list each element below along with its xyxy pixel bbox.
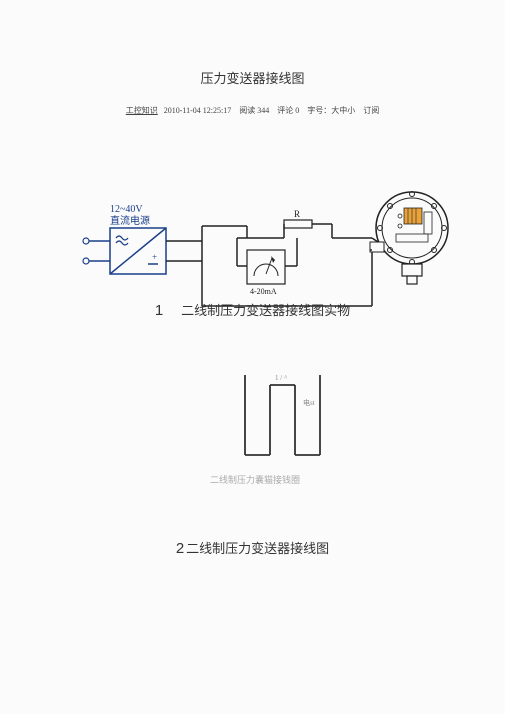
resistor-label: R: [294, 209, 300, 219]
meta-category: 工控知识: [126, 106, 158, 115]
meta-reads-label: 阅读: [239, 106, 255, 115]
meta-datetime: 2010-11-04 12:25:17: [164, 106, 231, 115]
meta-reads-value: 344: [257, 106, 269, 115]
figure-2-inner-caption: 二线制压力囊猫接钱圈: [210, 473, 300, 486]
meta-comments-label: 评论: [277, 106, 293, 115]
meter-label: 4-20mA: [250, 287, 277, 296]
figure-2-diagram: 1 / ^ 电st: [235, 365, 335, 465]
figure-1-caption: 1 二线制压力变送器接线图实物: [0, 300, 505, 319]
meta-font-label: 字号：: [307, 106, 331, 115]
meta-comments-value: 0: [295, 106, 299, 115]
meta-subscribe: 订阅: [363, 106, 379, 115]
page-title: 压力变送器接线图: [0, 68, 505, 87]
fig2-top-label: 1 / ^: [275, 374, 288, 382]
svg-text:+: +: [152, 252, 157, 262]
figure-1-number: 1: [155, 302, 163, 319]
power-type-label: 直流电源: [110, 214, 150, 227]
figure-1-caption-text: 二线制压力变送器接线图实物: [181, 303, 350, 318]
power-voltage-label: 12~40V: [110, 204, 143, 215]
fig2-side-label: 电st: [303, 398, 315, 407]
figure-2-caption-text: 二线制压力变送器接线图: [186, 541, 329, 556]
meta-line: 工控知识 2010-11-04 12:25:17 阅读 344 评论 0 字号：…: [0, 105, 505, 116]
figure-2-number: 2: [176, 540, 184, 557]
figure-2-caption: 2二线制压力变送器接线图: [0, 538, 505, 557]
meta-font-sizes: 大中小: [331, 106, 355, 115]
